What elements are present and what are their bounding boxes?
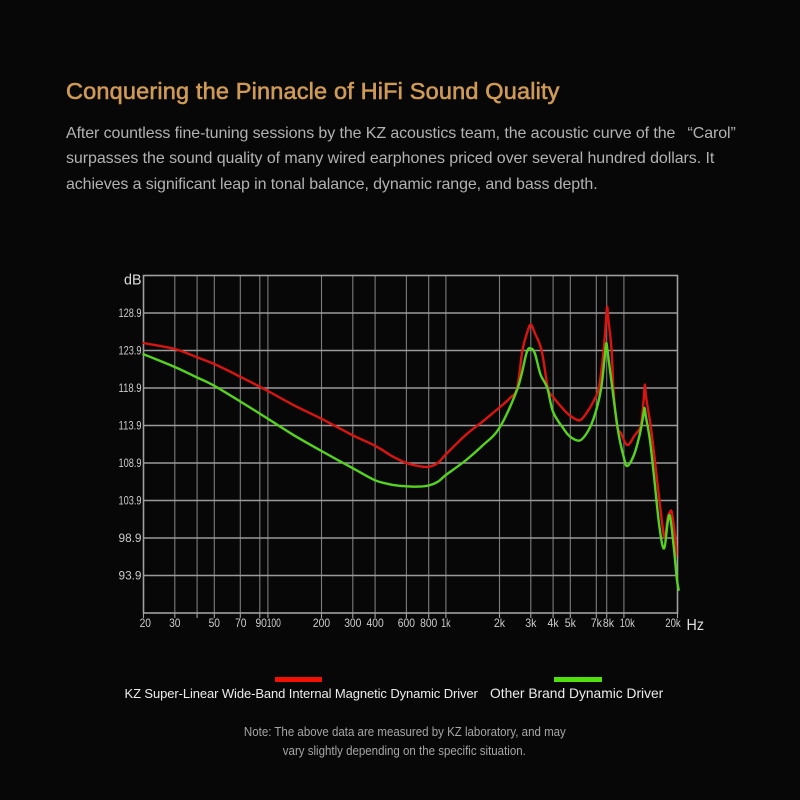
svg-text:30: 30 <box>169 616 181 630</box>
svg-text:20: 20 <box>140 616 152 630</box>
svg-text:8k: 8k <box>603 616 615 630</box>
svg-text:93.9: 93.9 <box>119 569 142 583</box>
svg-text:300: 300 <box>344 616 361 630</box>
svg-text:70: 70 <box>235 616 247 630</box>
svg-text:90: 90 <box>255 616 267 630</box>
svg-text:dB: dB <box>124 272 142 289</box>
svg-text:800: 800 <box>420 616 437 630</box>
svg-text:400: 400 <box>367 616 384 630</box>
svg-text:2k: 2k <box>494 616 506 630</box>
svg-text:200: 200 <box>313 616 330 630</box>
svg-text:Hz: Hz <box>687 617 705 634</box>
svg-text:4k: 4k <box>548 616 560 630</box>
svg-text:5k: 5k <box>565 616 577 630</box>
svg-text:20k: 20k <box>665 616 681 630</box>
svg-text:50: 50 <box>209 616 221 630</box>
svg-text:128.9: 128.9 <box>119 306 142 320</box>
svg-text:7k: 7k <box>591 616 603 630</box>
svg-text:600: 600 <box>398 616 415 630</box>
svg-text:98.9: 98.9 <box>119 531 142 545</box>
svg-text:10k: 10k <box>620 616 636 630</box>
svg-text:108.9: 108.9 <box>119 456 142 470</box>
svg-text:3k: 3k <box>525 616 537 630</box>
svg-text:113.9: 113.9 <box>119 419 142 433</box>
svg-text:118.9: 118.9 <box>119 381 142 395</box>
svg-text:100: 100 <box>267 616 281 630</box>
svg-text:123.9: 123.9 <box>119 344 142 358</box>
svg-text:1k: 1k <box>441 616 451 630</box>
svg-text:103.9: 103.9 <box>119 494 142 508</box>
